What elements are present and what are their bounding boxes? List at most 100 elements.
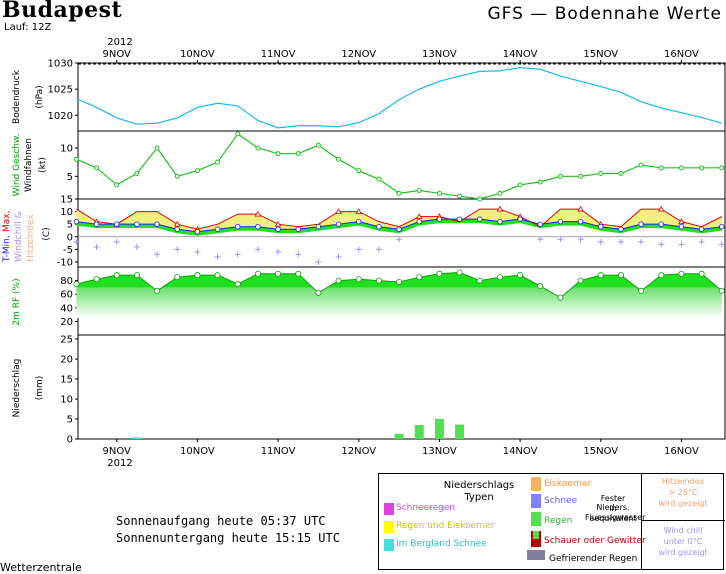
- tmin-point: [73, 218, 80, 225]
- pressure-ylabel: Bodendruck: [12, 69, 22, 124]
- wind-point: [719, 165, 725, 171]
- wind-point: [658, 165, 664, 171]
- windchill-point: [214, 253, 221, 260]
- y-tick-label: 15: [60, 375, 73, 386]
- rh-point: [658, 272, 665, 279]
- windchill-point: [73, 238, 80, 245]
- legend-swatch-schneeregen: [384, 503, 394, 515]
- tmax-point: [274, 220, 282, 227]
- legend-swatch-eiskoerner: [531, 477, 541, 491]
- legend-item-bergland: Im Bergland Schnee: [396, 539, 487, 549]
- wind-point: [336, 156, 342, 162]
- model-title: GFS — Bodennahe Werte: [487, 4, 722, 24]
- rh-point: [375, 277, 382, 284]
- legend-swatch-schnee: [531, 494, 541, 508]
- tmax-point: [254, 210, 262, 217]
- rh-point: [254, 270, 261, 277]
- rh-point: [436, 270, 443, 277]
- rh-point: [154, 287, 161, 294]
- y-tick-label: 10: [60, 395, 73, 406]
- rh-point: [93, 276, 100, 283]
- rh-point: [718, 287, 725, 294]
- wind-point: [457, 193, 463, 199]
- tmin-point: [577, 218, 584, 225]
- year-top: 2012: [107, 37, 132, 48]
- y-tick-label: 1030: [48, 59, 73, 70]
- wind-point: [638, 162, 644, 168]
- rh-point: [698, 270, 705, 277]
- y-tick-label: 1020: [48, 111, 73, 122]
- tmax-point: [658, 205, 665, 212]
- y-tick-label: 20: [60, 317, 73, 328]
- wind-point: [114, 182, 120, 188]
- panel-frame: [77, 198, 726, 268]
- tmax-point: [496, 205, 504, 212]
- rh-point: [234, 280, 241, 287]
- rh-point: [73, 280, 80, 287]
- tmin-point: [477, 216, 483, 222]
- y-tick-label: 1025: [48, 85, 73, 96]
- tmax-point: [335, 208, 342, 214]
- tmin-point: [134, 221, 140, 227]
- legend-fester-1: Fester Nieders.: [596, 494, 630, 512]
- date-label-top: 14NOV: [503, 49, 538, 60]
- windchill-point: [254, 246, 261, 253]
- legend-swatch-schauer: [531, 531, 541, 547]
- legend-swatch-bergland: [384, 539, 394, 551]
- temp-unit: (C): [42, 227, 52, 240]
- windchill-point: [315, 258, 322, 265]
- wind-point: [235, 131, 241, 137]
- windchill-point: [93, 243, 100, 250]
- rh-point: [537, 283, 544, 290]
- tmax-point: [577, 205, 584, 212]
- rh-point: [517, 272, 524, 279]
- precip-bar: [394, 433, 404, 439]
- wind-point: [255, 145, 261, 151]
- wind-point: [356, 168, 362, 174]
- rh-point: [275, 270, 282, 277]
- date-label-top: 15NOV: [583, 49, 618, 60]
- tmin-point: [497, 218, 503, 225]
- wind-point: [517, 182, 523, 188]
- windchill-point: [638, 238, 645, 245]
- rh-point: [335, 277, 342, 284]
- tmin-point: [315, 224, 322, 230]
- windchill-point: [174, 246, 181, 253]
- legend-chill-1: Wind chill: [663, 526, 703, 535]
- sunset-text: Sonnenuntergang heute 15:15 UTC: [116, 531, 340, 545]
- tmin-point: [638, 221, 644, 227]
- wind-point: [215, 159, 221, 165]
- y-tick-label: 15: [60, 195, 73, 206]
- wind-point: [678, 165, 684, 171]
- temp-ylabel-d: Hitzeindex: [26, 214, 36, 262]
- tmin-point: [255, 224, 261, 230]
- rh-point: [133, 272, 140, 279]
- y-tick-label: 25: [60, 335, 73, 346]
- date-label-bottom: 9NOV: [103, 446, 132, 457]
- y-tick-label: 10: [60, 207, 73, 218]
- windchill-point: [396, 236, 403, 243]
- windchill-point: [275, 248, 282, 255]
- date-label-bottom: 14NOV: [503, 446, 538, 457]
- rh-point: [315, 289, 322, 296]
- tmin-point: [356, 218, 362, 225]
- precip-unit: (mm): [35, 376, 45, 401]
- wind-point: [94, 165, 100, 171]
- wind-point: [497, 190, 503, 196]
- city-title: Budapest: [2, 0, 123, 23]
- tmin-point: [678, 224, 685, 230]
- wind-point: [557, 173, 563, 179]
- y-tick-label: 5: [67, 220, 73, 231]
- y-tick-label: -5: [63, 245, 73, 256]
- tmin-point: [335, 221, 342, 227]
- rh-point: [355, 276, 362, 283]
- tmin-point: [93, 221, 100, 227]
- pressure-line: [76, 67, 722, 129]
- panel-frame: [77, 334, 726, 440]
- windchill-point: [295, 251, 302, 258]
- wind-point: [134, 171, 140, 176]
- wind-point: [174, 173, 180, 179]
- windchill-point: [597, 238, 604, 245]
- sunrise-text: Sonnenaufgang heute 05:37 UTC: [116, 514, 326, 528]
- precip-legend: Niederschlags Typen Schneeregen Regen un…: [378, 473, 725, 570]
